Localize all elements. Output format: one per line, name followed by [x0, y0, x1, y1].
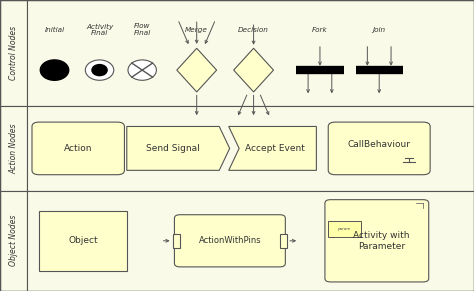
FancyBboxPatch shape — [174, 215, 285, 267]
Text: Decision: Decision — [238, 27, 269, 33]
Text: ActionWithPins: ActionWithPins — [199, 236, 261, 245]
Bar — [39, 211, 127, 271]
Ellipse shape — [85, 60, 114, 80]
FancyBboxPatch shape — [328, 122, 430, 175]
Text: Join: Join — [373, 27, 386, 33]
Bar — [280, 234, 287, 248]
Ellipse shape — [128, 60, 156, 80]
Ellipse shape — [40, 60, 69, 80]
Text: Action Nodes: Action Nodes — [9, 123, 18, 174]
Text: Activity with
Parameter: Activity with Parameter — [353, 231, 410, 251]
Text: Object: Object — [68, 236, 98, 245]
Bar — [0, 0, 27, 106]
Bar — [0, 191, 27, 291]
Text: Activity
Final: Activity Final — [86, 24, 113, 36]
Text: Send Signal: Send Signal — [146, 144, 200, 153]
Text: Accept Event: Accept Event — [245, 144, 305, 153]
Text: Action: Action — [64, 144, 92, 153]
FancyBboxPatch shape — [32, 122, 124, 175]
Bar — [328, 221, 361, 237]
Text: Flow
Final: Flow Final — [134, 24, 151, 36]
Text: Control Nodes: Control Nodes — [9, 26, 18, 80]
Polygon shape — [234, 48, 273, 92]
Polygon shape — [177, 48, 217, 92]
Bar — [0, 106, 27, 191]
Text: Fork: Fork — [312, 27, 328, 33]
Ellipse shape — [92, 65, 107, 76]
FancyBboxPatch shape — [325, 200, 428, 282]
Bar — [27, 191, 474, 291]
Bar — [27, 106, 474, 191]
Text: CallBehaviour: CallBehaviour — [348, 141, 410, 149]
Text: Initial: Initial — [45, 27, 64, 33]
Text: Object Nodes: Object Nodes — [9, 215, 18, 267]
Bar — [27, 0, 474, 106]
Text: param: param — [338, 227, 352, 231]
Polygon shape — [127, 127, 229, 170]
Polygon shape — [228, 127, 316, 170]
Bar — [173, 234, 180, 248]
Text: Merge: Merge — [185, 27, 208, 33]
